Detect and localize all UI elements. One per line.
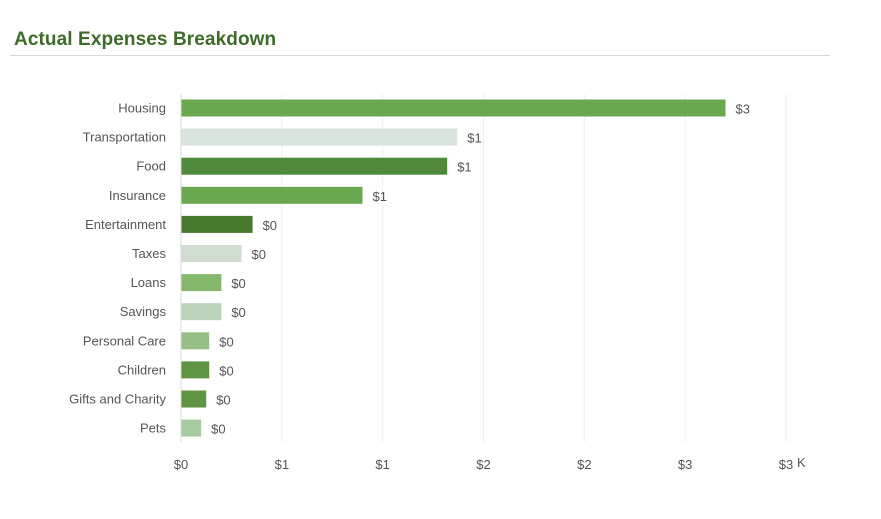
bar-entertainment[interactable] — [181, 215, 253, 233]
value-labels: $3 $1 $1 $1 $0 $0 $0 $0 $0 $0 $0 $0 — [211, 102, 750, 437]
category-label: Pets — [140, 421, 167, 436]
data-label: $0 — [231, 276, 245, 291]
data-label: $0 — [263, 218, 277, 233]
data-label: $0 — [252, 247, 266, 262]
category-label: Transportation — [83, 130, 166, 145]
bar-gifts-and-charity[interactable] — [181, 390, 207, 408]
data-label: $0 — [219, 334, 233, 349]
bar-taxes[interactable] — [181, 245, 242, 262]
category-label: Savings — [120, 304, 167, 319]
x-tick-label: $2 — [476, 457, 490, 472]
category-label: Housing — [118, 101, 166, 116]
x-axis-tick-labels: $0 $1 $1 $2 $2 $3 $3 — [174, 457, 793, 472]
bar-food[interactable] — [181, 157, 448, 175]
data-label: $0 — [211, 422, 225, 437]
x-tick-label: $1 — [275, 457, 289, 472]
data-label: $0 — [231, 305, 245, 320]
category-label: Taxes — [132, 246, 166, 261]
title-divider — [10, 55, 830, 56]
data-label: $1 — [373, 189, 387, 204]
x-tick-label: $3 — [779, 457, 793, 472]
x-tick-label: $3 — [678, 457, 692, 472]
bar-savings[interactable] — [181, 303, 222, 321]
bar-personal-care[interactable] — [181, 332, 210, 350]
x-tick-label: $1 — [375, 457, 389, 472]
x-tick-label: $0 — [174, 457, 188, 472]
bars — [181, 99, 726, 437]
category-label: Insurance — [109, 188, 166, 203]
category-label: Personal Care — [83, 333, 166, 348]
bar-loans[interactable] — [181, 274, 222, 292]
data-label: $1 — [457, 160, 471, 175]
bar-transportation[interactable] — [181, 128, 458, 146]
x-axis-unit-label: K — [797, 455, 806, 470]
category-label: Gifts and Charity — [69, 392, 166, 407]
category-label: Loans — [131, 275, 167, 290]
data-label: $1 — [467, 131, 481, 146]
bar-children[interactable] — [181, 361, 210, 379]
bar-insurance[interactable] — [181, 186, 363, 204]
x-tick-label: $2 — [577, 457, 591, 472]
data-label: $0 — [219, 363, 233, 378]
chart-title: Actual Expenses Breakdown — [14, 29, 277, 50]
category-label: Food — [136, 159, 166, 174]
bar-pets[interactable] — [181, 419, 202, 437]
bar-housing[interactable] — [181, 99, 726, 117]
data-label: $3 — [736, 102, 750, 117]
data-label: $0 — [216, 393, 230, 408]
gridlines — [281, 94, 787, 442]
category-label: Children — [118, 362, 166, 377]
category-labels: Housing Transportation Food Insurance Entert… — [69, 101, 166, 436]
category-label: Entertainment — [85, 217, 166, 232]
